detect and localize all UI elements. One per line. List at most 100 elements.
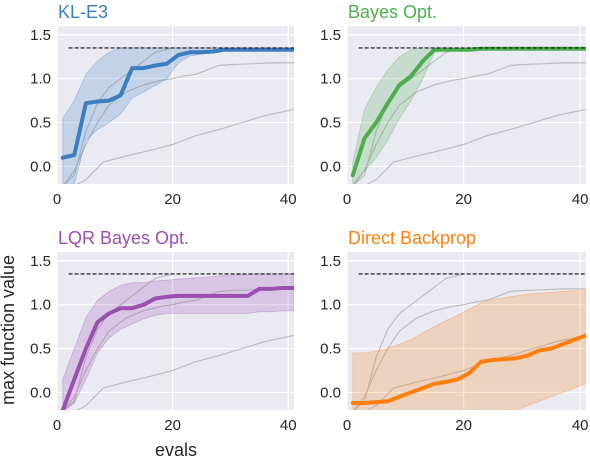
data-point xyxy=(444,48,448,52)
panel-title: KL-E3 xyxy=(58,2,108,22)
data-point xyxy=(432,382,437,386)
y-tick-label: 0.0 xyxy=(320,384,341,401)
data-point xyxy=(432,48,437,52)
data-point xyxy=(153,63,157,68)
data-point xyxy=(107,99,111,103)
data-point xyxy=(351,173,355,177)
data-point xyxy=(165,295,169,299)
data-point xyxy=(456,377,460,381)
data-point xyxy=(584,333,586,337)
data-point xyxy=(386,399,390,403)
data-point xyxy=(153,296,157,301)
data-point xyxy=(397,83,402,87)
gray-trace xyxy=(76,334,294,410)
y-tick-label: 1.5 xyxy=(30,27,51,44)
data-point xyxy=(479,360,483,364)
gray-trace xyxy=(63,62,294,184)
data-point xyxy=(362,136,367,140)
data-point xyxy=(280,48,285,52)
x-tick-label: 40 xyxy=(280,417,297,434)
data-point xyxy=(165,62,169,66)
y-tick-label: 1.5 xyxy=(320,253,341,270)
x-axis-label: evals xyxy=(155,440,197,460)
x-tick-label: 20 xyxy=(455,417,472,434)
y-axis-label: max function value xyxy=(0,255,18,405)
x-tick-label: 0 xyxy=(53,417,61,434)
data-point xyxy=(362,401,367,405)
x-tick-label: 0 xyxy=(343,417,351,434)
data-point xyxy=(234,294,238,298)
data-point xyxy=(526,353,530,358)
chart-panel-2: 0 20 40 0.0 0.5 1.0 1.5 Bayes Opt. xyxy=(320,2,588,208)
data-point xyxy=(130,66,134,70)
gray-trace xyxy=(76,108,294,184)
data-point xyxy=(130,306,134,310)
data-point xyxy=(61,408,65,410)
data-point xyxy=(188,294,192,298)
data-point xyxy=(176,294,180,298)
gray-trace xyxy=(366,334,586,410)
data-point xyxy=(257,48,261,52)
gray-trace xyxy=(353,47,464,184)
data-point xyxy=(176,53,180,57)
data-point xyxy=(514,356,518,360)
data-point xyxy=(584,47,586,51)
x-tick-label: 0 xyxy=(343,191,351,208)
data-point xyxy=(223,294,227,298)
data-point xyxy=(269,48,273,52)
data-point xyxy=(421,59,425,63)
data-point xyxy=(386,101,390,105)
data-point xyxy=(444,380,448,384)
data-point xyxy=(142,303,146,307)
x-tick-label: 20 xyxy=(164,417,181,434)
data-point xyxy=(537,348,541,352)
gray-trace xyxy=(353,273,464,410)
y-tick-label: 0.5 xyxy=(30,115,51,132)
panel-title: Bayes Opt. xyxy=(348,2,437,22)
data-point xyxy=(84,346,88,351)
panel-title: LQR Bayes Opt. xyxy=(58,228,189,248)
panel-title: Direct Backprop xyxy=(348,228,476,248)
gray-trace xyxy=(63,288,294,410)
y-tick-label: 0.0 xyxy=(320,158,341,175)
data-point xyxy=(421,386,425,390)
data-point xyxy=(491,358,495,362)
plot-area xyxy=(350,273,586,410)
data-point xyxy=(467,371,472,375)
data-point xyxy=(292,48,294,52)
x-tick-label: 40 xyxy=(572,191,589,208)
data-point xyxy=(269,287,273,291)
y-tick-label: 1.0 xyxy=(30,71,51,88)
data-point xyxy=(118,306,123,310)
chart-panel-4: 0 20 40 0.0 0.5 1.0 1.5 Direct Backprop xyxy=(320,228,588,434)
x-tick-label: 20 xyxy=(164,191,181,208)
data-point xyxy=(107,311,111,316)
data-point xyxy=(199,294,204,298)
data-point xyxy=(561,342,565,346)
data-point xyxy=(467,48,472,52)
data-point xyxy=(188,50,192,54)
data-point xyxy=(95,99,100,104)
plot-area xyxy=(60,273,294,410)
y-tick-label: 1.5 xyxy=(320,27,341,44)
data-point xyxy=(223,48,227,52)
x-tick-label: 40 xyxy=(572,417,589,434)
gray-trace xyxy=(366,108,586,184)
data-point xyxy=(234,48,238,52)
gray-trace xyxy=(63,47,173,184)
data-point xyxy=(199,50,204,54)
y-tick-label: 1.0 xyxy=(30,297,51,314)
data-point xyxy=(95,320,100,324)
data-point xyxy=(246,294,250,298)
data-point xyxy=(292,286,294,290)
data-point xyxy=(72,153,76,157)
data-point xyxy=(72,377,76,381)
confidence-band xyxy=(352,290,586,410)
gray-trace xyxy=(353,62,586,184)
data-point xyxy=(409,74,413,78)
data-point xyxy=(61,156,65,160)
data-point xyxy=(502,357,506,361)
data-point xyxy=(409,390,413,395)
y-tick-label: 0.0 xyxy=(30,384,51,401)
